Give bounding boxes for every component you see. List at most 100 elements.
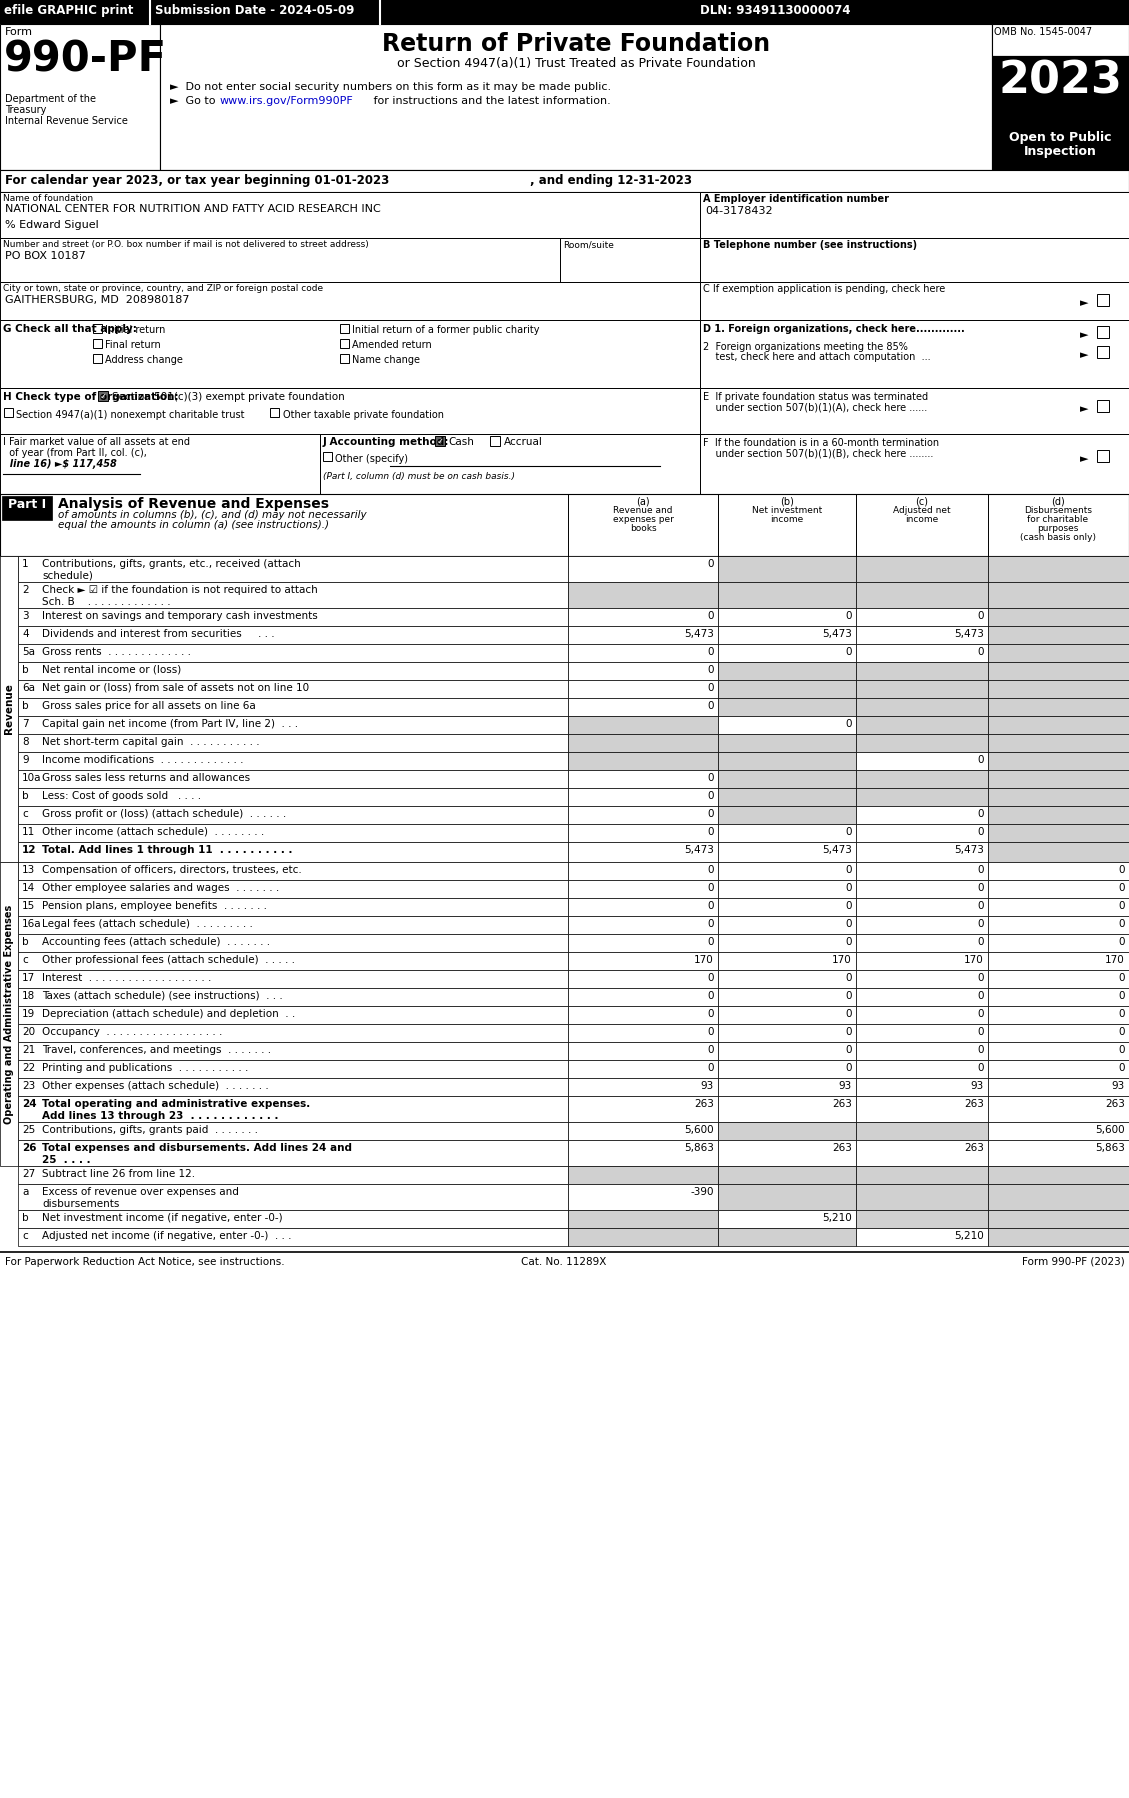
Bar (718, 752, 856, 770)
Bar (18, 897, 568, 915)
Bar (856, 644, 988, 662)
Bar (568, 951, 718, 969)
Text: Form 990-PF (2023): Form 990-PF (2023) (1022, 1257, 1124, 1268)
Text: efile GRAPHIC print: efile GRAPHIC print (5, 4, 133, 16)
Bar (18, 556, 568, 583)
Text: 0: 0 (978, 827, 984, 838)
Bar (856, 1165, 988, 1185)
Bar (856, 1097, 988, 1122)
Bar (988, 608, 1129, 626)
Text: 25: 25 (21, 1126, 35, 1135)
Bar (568, 788, 718, 806)
Bar (856, 1007, 988, 1025)
Bar (0, 494, 1129, 556)
Text: Room/suite: Room/suite (563, 239, 614, 248)
Text: I Fair market value of all assets at end: I Fair market value of all assets at end (3, 437, 190, 448)
Bar (18, 1007, 568, 1025)
Bar (856, 608, 988, 626)
Text: 5,473: 5,473 (684, 629, 714, 638)
Text: Open to Public: Open to Public (1008, 131, 1111, 144)
Text: GAITHERSBURG, MD  208980187: GAITHERSBURG, MD 208980187 (5, 295, 190, 306)
Text: Operating and Administrative Expenses: Operating and Administrative Expenses (5, 904, 14, 1124)
Text: Other expenses (attach schedule)  . . . . . . .: Other expenses (attach schedule) . . . .… (42, 1081, 269, 1091)
Text: 2  Foreign organizations meeting the 85%: 2 Foreign organizations meeting the 85% (703, 342, 908, 352)
Text: 5,600: 5,600 (684, 1126, 714, 1135)
Text: 93: 93 (1112, 1081, 1124, 1091)
Bar (988, 770, 1129, 788)
Bar (988, 933, 1129, 951)
Bar (568, 879, 718, 897)
Bar (718, 969, 856, 987)
Text: 0: 0 (708, 937, 714, 948)
Bar (856, 626, 988, 644)
Bar (568, 933, 718, 951)
Text: Disbursements: Disbursements (1024, 505, 1092, 514)
Bar (718, 915, 856, 933)
Bar (992, 126, 1129, 171)
Bar (856, 915, 988, 933)
Text: Depreciation (attach schedule) and depletion  . .: Depreciation (attach schedule) and deple… (42, 1009, 296, 1019)
Bar (988, 680, 1129, 698)
Bar (320, 433, 700, 494)
Text: 23: 23 (21, 1081, 35, 1091)
Bar (1097, 325, 1109, 338)
Bar (700, 320, 1129, 388)
Text: Net rental income or (loss): Net rental income or (loss) (42, 665, 182, 674)
Bar (718, 662, 856, 680)
Text: F  If the foundation is in a 60-month termination: F If the foundation is in a 60-month ter… (703, 439, 939, 448)
Bar (988, 823, 1129, 841)
Text: 0: 0 (708, 865, 714, 876)
Bar (18, 969, 568, 987)
Bar (718, 1079, 856, 1097)
Bar (0, 282, 700, 320)
Bar (568, 583, 718, 608)
Bar (856, 897, 988, 915)
Bar (718, 1228, 856, 1246)
Bar (568, 1079, 718, 1097)
Text: 16a: 16a (21, 919, 42, 930)
Text: ►: ► (1080, 298, 1088, 307)
Text: 18: 18 (21, 991, 35, 1001)
Text: expenses per: expenses per (613, 514, 673, 523)
Text: 0: 0 (1119, 991, 1124, 1001)
Text: 170: 170 (964, 955, 984, 966)
Text: (a): (a) (636, 496, 650, 507)
Text: b: b (21, 791, 28, 800)
Bar (718, 1007, 856, 1025)
Bar (18, 770, 568, 788)
Bar (568, 987, 718, 1007)
Text: Printing and publications  . . . . . . . . . . .: Printing and publications . . . . . . . … (42, 1063, 248, 1073)
Text: 0: 0 (708, 809, 714, 820)
Text: under section 507(b)(1)(B), check here ........: under section 507(b)(1)(B), check here .… (703, 450, 934, 458)
Text: H Check type of organization:: H Check type of organization: (3, 392, 178, 403)
Text: 0: 0 (978, 973, 984, 984)
Text: under section 507(b)(1)(A), check here ......: under section 507(b)(1)(A), check here .… (703, 403, 927, 412)
Bar (856, 770, 988, 788)
Text: C If exemption application is pending, check here: C If exemption application is pending, c… (703, 284, 945, 295)
Bar (988, 969, 1129, 987)
Text: 263: 263 (1105, 1099, 1124, 1109)
Bar (988, 897, 1129, 915)
Text: Other income (attach schedule)  . . . . . . . .: Other income (attach schedule) . . . . .… (42, 827, 264, 838)
Bar (856, 716, 988, 734)
Text: Initial return: Initial return (105, 325, 165, 334)
Bar (988, 987, 1129, 1007)
Text: c: c (21, 809, 28, 820)
Text: Section 501(c)(3) exempt private foundation: Section 501(c)(3) exempt private foundat… (112, 392, 344, 403)
Text: c: c (21, 955, 28, 966)
Text: 6a: 6a (21, 683, 35, 692)
Text: 5a: 5a (21, 647, 35, 656)
Bar (718, 1210, 856, 1228)
Text: Total operating and administrative expenses.
Add lines 13 through 23  . . . . . : Total operating and administrative expen… (42, 1099, 310, 1120)
Text: Total. Add lines 1 through 11  . . . . . . . . . .: Total. Add lines 1 through 11 . . . . . … (42, 845, 292, 856)
Text: 5,210: 5,210 (954, 1232, 984, 1241)
Text: 170: 170 (1105, 955, 1124, 966)
Text: 0: 0 (1119, 1045, 1124, 1055)
Bar (1097, 450, 1109, 462)
Bar (0, 237, 560, 282)
Text: , and ending 12-31-2023: , and ending 12-31-2023 (530, 174, 692, 187)
Text: 0: 0 (708, 991, 714, 1001)
Bar (856, 879, 988, 897)
Text: 17: 17 (21, 973, 35, 984)
Text: 19: 19 (21, 1009, 35, 1019)
